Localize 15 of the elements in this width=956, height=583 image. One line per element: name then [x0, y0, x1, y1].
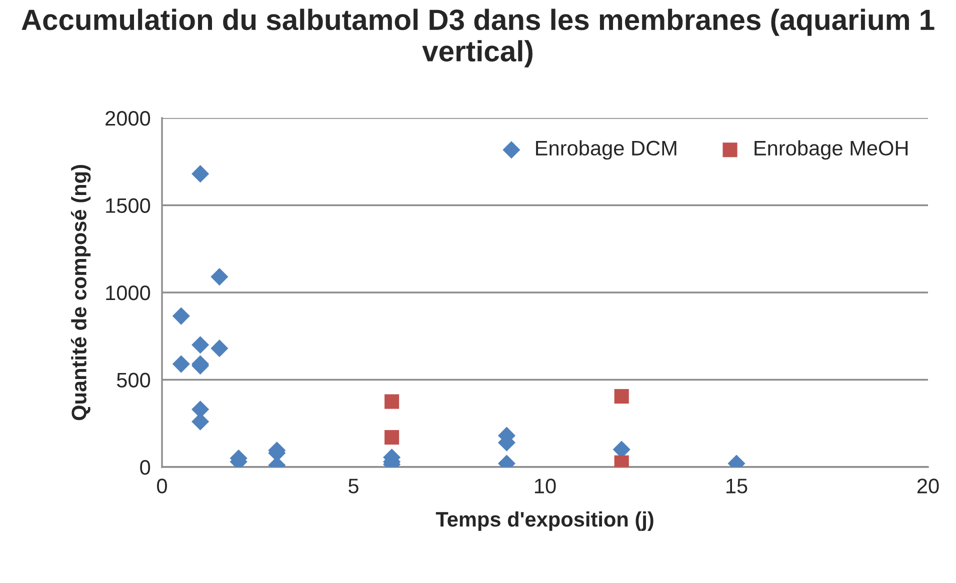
chart-title: Accumulation du salbutamol D3 dans les membranes (aquarium 1 vertical): [22, 8, 934, 68]
y-tick-label: 0: [140, 460, 150, 475]
legend-label: Enrobage DCM: [536, 140, 676, 160]
x-tick-label: 0: [157, 478, 167, 494]
y-tick-label: 2000: [106, 111, 150, 126]
x-tick-label: 15: [726, 478, 748, 494]
legend-label: Enrobage MeOH: [754, 140, 908, 160]
y-tick-label: 1500: [106, 198, 150, 214]
y-axis-title: Quantité de composé (ng): [70, 165, 91, 420]
x-tick-label: 10: [535, 478, 556, 494]
y-tick-label: 1000: [106, 286, 150, 300]
y-tick-label: 500: [116, 372, 150, 388]
x-tick-label: 20: [917, 478, 939, 494]
x-tick-label: 5: [348, 478, 358, 494]
x-axis-title: Temps d'exposition (j): [436, 511, 654, 531]
